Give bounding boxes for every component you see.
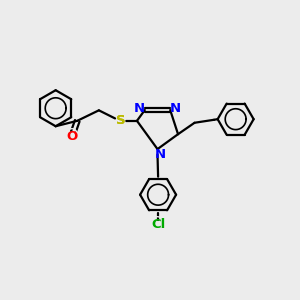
Text: N: N — [155, 148, 166, 161]
Text: Cl: Cl — [151, 218, 165, 231]
Text: S: S — [116, 114, 125, 127]
Text: O: O — [65, 128, 79, 146]
Text: N: N — [134, 102, 145, 115]
Text: N: N — [170, 102, 181, 115]
Text: O: O — [66, 130, 77, 143]
Text: Cl: Cl — [150, 215, 166, 233]
Text: S: S — [115, 113, 126, 128]
Text: S: S — [116, 114, 125, 127]
